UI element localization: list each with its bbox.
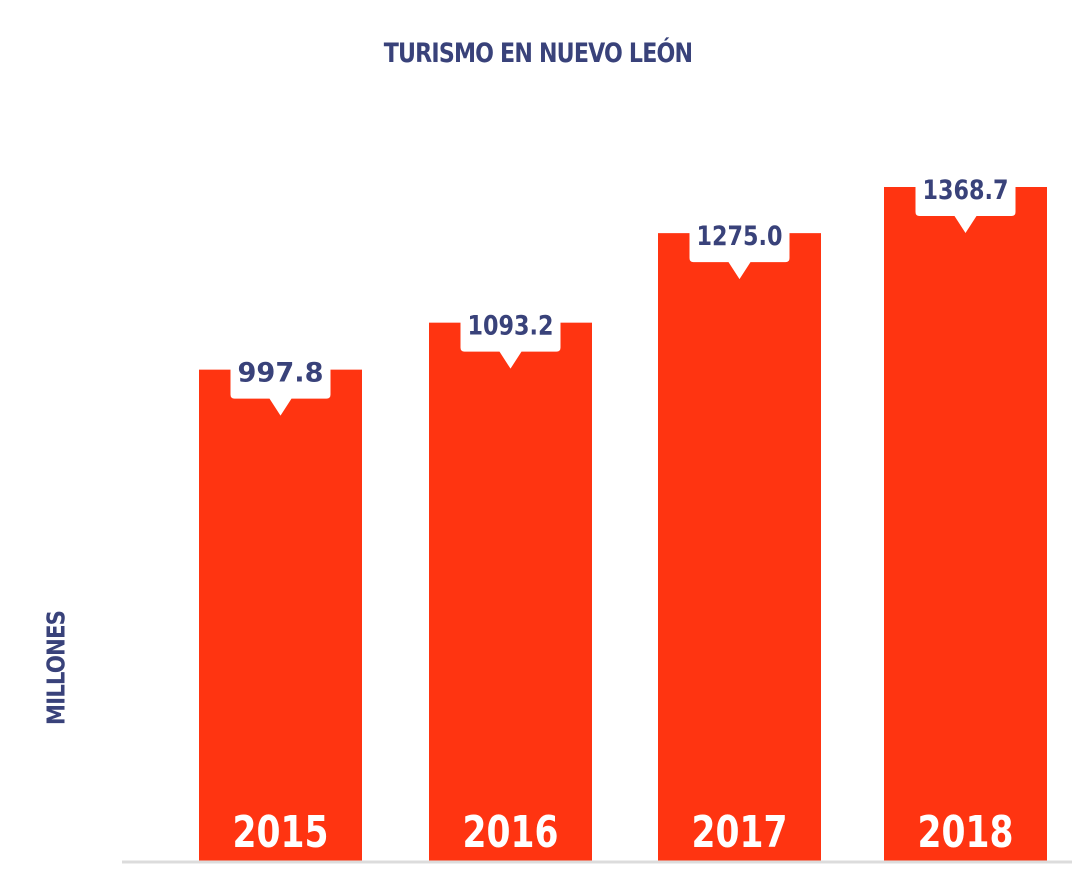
value-callout-2015 (230, 368, 331, 416)
bars-layer: 997.8 2015 1093.2 2016 1275.0 2017 1368.7 2018 (199, 175, 1047, 861)
value-label-2017: 1275.0 (697, 221, 783, 252)
category-label-2016: 2016 (463, 807, 559, 858)
chart-title: TURISMO EN NUEVO LEÓN (383, 38, 693, 69)
value-label-2016: 1093.2 (468, 311, 554, 342)
bar-2016 (429, 322, 592, 861)
category-label-2018: 2018 (918, 807, 1014, 858)
value-callout-2018 (915, 186, 1016, 233)
bar-2017 (658, 233, 821, 861)
value-callout-2016 (460, 321, 561, 369)
bar-2015 (199, 369, 362, 861)
category-label-2015: 2015 (233, 807, 329, 858)
value-label-2018: 1368.7 (923, 175, 1009, 206)
value-label-2015: 997.8 (238, 358, 324, 389)
value-callout-2017 (689, 232, 790, 280)
bar-2018 (884, 187, 1047, 861)
category-label-2017: 2017 (692, 807, 788, 858)
